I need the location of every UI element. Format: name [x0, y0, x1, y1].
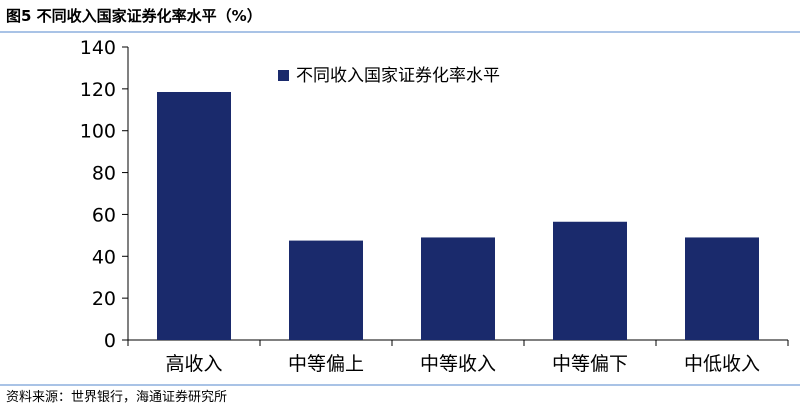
y-tick-label: 20	[92, 288, 116, 310]
bar	[289, 240, 363, 340]
y-tick-label: 140	[80, 37, 116, 59]
x-tick-label: 中等偏下	[552, 353, 628, 375]
y-tick-label: 0	[104, 330, 116, 352]
x-tick-label: 高收入	[165, 353, 222, 375]
legend-swatch	[278, 70, 289, 81]
figure-title: 图5 不同收入国家证券化率水平（%）	[6, 7, 262, 25]
bar	[421, 237, 495, 340]
y-tick-label: 100	[80, 121, 116, 143]
source-note: 资料来源：世界银行，海通证券研究所	[6, 390, 228, 405]
x-axis: 高收入 中等偏上 中等收入 中等偏下 中低收入	[127, 339, 789, 375]
y-tick-label: 40	[92, 246, 116, 268]
y-tick-label: 60	[92, 204, 116, 226]
bars	[157, 91, 759, 340]
legend-label: 不同收入国家证券化率水平	[296, 66, 500, 86]
y-tick-label: 80	[92, 163, 116, 185]
bar	[553, 221, 627, 340]
x-tick-label: 中等偏上	[288, 353, 364, 375]
x-tick-label: 中等收入	[420, 353, 496, 375]
x-tick-label: 中低收入	[684, 353, 760, 375]
bar	[685, 237, 759, 340]
y-tick-label: 120	[80, 79, 116, 101]
bottom-divider	[0, 384, 800, 386]
bar	[157, 91, 231, 340]
legend: 不同收入国家证券化率水平	[278, 66, 500, 86]
y-axis: 0 20 40 60 80 100 120 140	[80, 37, 129, 352]
top-divider	[0, 31, 800, 33]
